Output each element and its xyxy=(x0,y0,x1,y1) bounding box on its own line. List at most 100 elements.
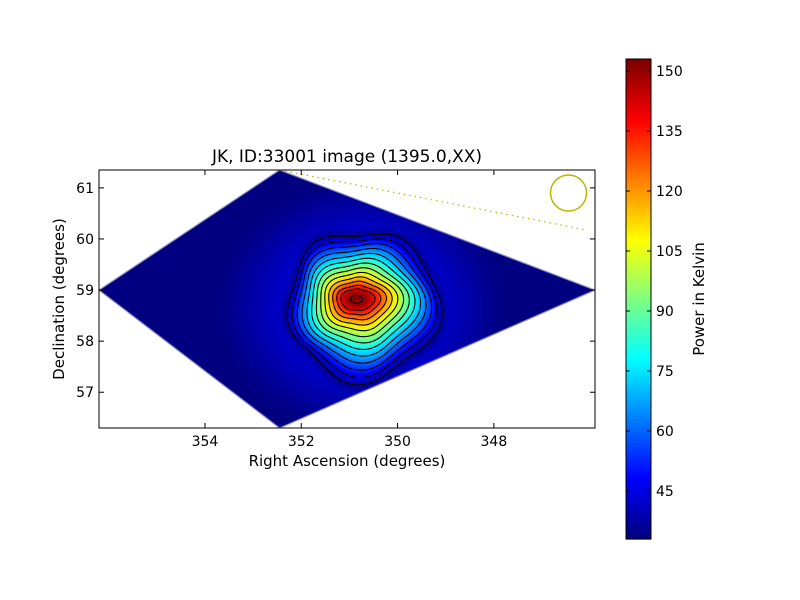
colorbar-band xyxy=(626,235,651,240)
colorbar-band xyxy=(626,107,651,112)
x-tick-label: 348 xyxy=(481,434,508,450)
colorbar-band xyxy=(626,75,651,80)
colorbar-band xyxy=(626,343,651,348)
contour-line xyxy=(328,276,393,326)
colorbar-band xyxy=(626,275,651,280)
colorbar-tick-label: 90 xyxy=(656,304,674,320)
contour-line xyxy=(320,267,405,338)
colorbar-band xyxy=(626,115,651,120)
colorbar-band xyxy=(626,331,651,336)
colorbar-tick-label: 150 xyxy=(656,64,683,80)
contour-line xyxy=(286,233,443,386)
colorbar-band xyxy=(626,295,651,300)
colorbar-band xyxy=(626,171,651,176)
colorbar-band xyxy=(626,211,651,216)
colorbar-band xyxy=(626,207,651,212)
colorbar-band xyxy=(626,103,651,108)
map-region-outline xyxy=(99,170,595,428)
colorbar-band xyxy=(626,199,651,204)
colorbar-band xyxy=(626,503,651,508)
colorbar-band xyxy=(626,267,651,272)
colorbar-band xyxy=(626,315,651,320)
colorbar-band xyxy=(626,71,651,76)
colorbar-band xyxy=(626,495,651,500)
colorbar-band xyxy=(626,347,651,352)
colorbar-band xyxy=(626,383,651,388)
colorbar-band xyxy=(626,355,651,360)
colorbar-band xyxy=(626,407,651,412)
colorbar-band xyxy=(626,311,651,316)
contour-line xyxy=(311,257,416,350)
y-tick-label: 57 xyxy=(76,385,94,401)
colorbar-band xyxy=(626,339,651,344)
colorbar-band xyxy=(626,247,651,252)
colorbar-band xyxy=(626,335,651,340)
y-axis: 57 58 59 60 61 xyxy=(76,181,595,401)
colorbar-tick-label: 120 xyxy=(656,184,683,200)
colorbar-band xyxy=(626,183,651,188)
colorbar-band xyxy=(626,403,651,408)
colorbar-band xyxy=(626,155,651,160)
colorbar-band xyxy=(626,363,651,368)
contour-layer xyxy=(286,233,443,386)
colorbar-band xyxy=(626,379,651,384)
colorbar-band xyxy=(626,287,651,292)
colorbar-band xyxy=(626,131,651,136)
colorbar-band xyxy=(626,375,651,380)
colorbar-band xyxy=(626,111,651,116)
colorbar-label: Power in Kelvin xyxy=(690,242,708,356)
colorbar-band xyxy=(626,411,651,416)
colorbar-band xyxy=(626,323,651,328)
contour-line xyxy=(296,243,433,371)
colorbar-band xyxy=(626,251,651,256)
colorbar-band xyxy=(626,231,651,236)
colorbar-tick-label: 105 xyxy=(656,244,683,260)
colorbar-band xyxy=(626,143,651,148)
colorbar-band xyxy=(626,259,651,264)
colorbar-band xyxy=(626,431,651,436)
colorbar-band xyxy=(626,167,651,172)
colorbar-band xyxy=(626,475,651,480)
colorbar-band xyxy=(626,159,651,164)
colorbar-band xyxy=(626,319,651,324)
colorbar-band xyxy=(626,91,651,96)
colorbar-band xyxy=(626,191,651,196)
colorbar-band xyxy=(626,59,651,64)
colorbar-band xyxy=(626,479,651,484)
contour-line xyxy=(301,247,427,364)
colorbar-band xyxy=(626,283,651,288)
colorbar-band xyxy=(626,427,651,432)
colorbar-band xyxy=(626,387,651,392)
colorbar-band xyxy=(626,187,651,192)
colorbar-band xyxy=(626,471,651,476)
x-tick-label: 352 xyxy=(288,434,315,450)
colorbar-band xyxy=(626,271,651,276)
colorbar-band xyxy=(626,223,651,228)
colorbar-band xyxy=(626,123,651,128)
colorbar-tick-label: 135 xyxy=(656,124,683,140)
colorbar-band xyxy=(626,303,651,308)
colorbar-band xyxy=(626,139,651,144)
contour-line xyxy=(291,238,438,379)
colorbar-band xyxy=(626,523,651,528)
colorbar-band xyxy=(626,483,651,488)
colorbar-band xyxy=(626,439,651,444)
colorbar-band xyxy=(626,219,651,224)
colorbar-band xyxy=(626,263,651,268)
colorbar-band xyxy=(626,279,651,284)
colorbar-band xyxy=(626,299,651,304)
dotted-boundary-line xyxy=(279,170,586,231)
colorbar-gradient xyxy=(626,59,651,540)
colorbar-band xyxy=(626,399,651,404)
colorbar-band xyxy=(626,491,651,496)
colorbar-band xyxy=(626,467,651,472)
colorbar-band xyxy=(626,215,651,220)
colorbar-band xyxy=(626,371,651,376)
colorbar-band xyxy=(626,443,651,448)
colorbar: 45 60 75 90 105 120 135 150 Power in Kelvin xyxy=(625,58,708,540)
contour-line xyxy=(324,271,399,332)
colorbar-band xyxy=(626,391,651,396)
colorbar-band xyxy=(626,83,651,88)
colorbar-band xyxy=(626,419,651,424)
colorbar-band xyxy=(626,307,651,312)
